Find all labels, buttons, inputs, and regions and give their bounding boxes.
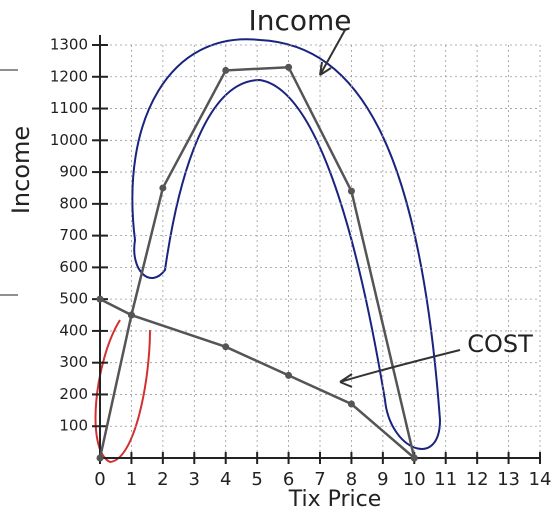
y-tick-label: 500 [59, 290, 88, 308]
y-tick-label: 1300 [50, 36, 88, 54]
data-point [348, 400, 355, 407]
y-tick-label: 100 [59, 417, 88, 435]
y-axis-label: Income [7, 126, 35, 214]
x-tick-label: 12 [466, 469, 489, 490]
x-tick-label: 1 [126, 469, 137, 490]
y-tick-label: 1200 [50, 67, 88, 85]
x-tick-label: 14 [529, 469, 552, 490]
chart: Tix Price Income 01234567891011121314100… [0, 0, 556, 530]
x-tick-label: 2 [157, 469, 168, 490]
data-point [97, 455, 104, 462]
data-point [97, 296, 104, 303]
y-tick-label: 800 [59, 194, 88, 212]
x-tick-label: 7 [314, 469, 325, 490]
data-point [159, 184, 166, 191]
x-tick-label: 5 [251, 469, 262, 490]
x-tick-label: 0 [94, 469, 105, 490]
y-tick-label: 200 [59, 385, 88, 403]
data-point [222, 343, 229, 350]
y-tick-label: 700 [59, 226, 88, 244]
x-tick-label: 10 [403, 469, 426, 490]
data-point [411, 455, 418, 462]
x-tick-label: 3 [189, 469, 200, 490]
x-tick-label: 11 [434, 469, 457, 490]
x-tick-label: 9 [377, 469, 388, 490]
data-point [128, 312, 135, 319]
series-annotation: COST [467, 330, 533, 358]
x-tick-label: 13 [497, 469, 520, 490]
x-tick-label: 4 [220, 469, 231, 490]
x-tick-label: 6 [283, 469, 294, 490]
y-tick-label: 1100 [50, 99, 88, 117]
data-point [285, 372, 292, 379]
data-point [348, 188, 355, 195]
y-tick-label: 1000 [50, 131, 88, 149]
y-tick-label: 400 [59, 321, 88, 339]
data-point [222, 67, 229, 74]
x-tick-label: 8 [346, 469, 357, 490]
x-axis-label: Tix Price [288, 487, 382, 512]
data-point [285, 64, 292, 71]
y-tick-label: 900 [59, 163, 88, 181]
y-tick-label: 600 [59, 258, 88, 276]
series-annotation: Income [248, 4, 351, 37]
y-tick-label: 300 [59, 353, 88, 371]
